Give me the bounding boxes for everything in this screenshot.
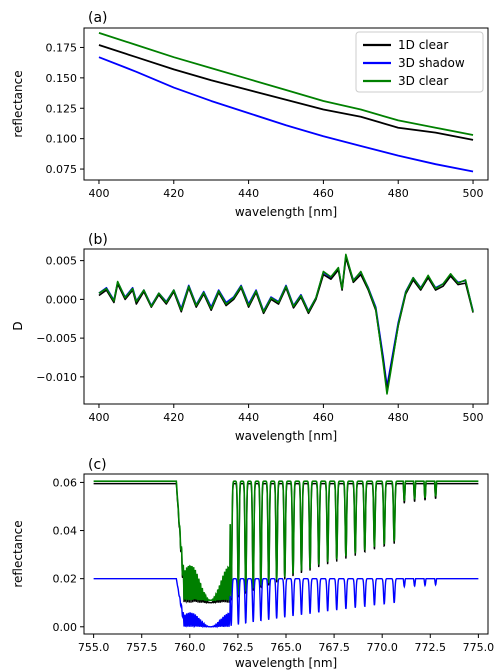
legend-label-3d-shadow: 3D shadow	[398, 56, 465, 70]
panel-b-frame	[83, 248, 489, 405]
legend-label-1d-clear: 1D clear	[398, 38, 448, 52]
x-tick-label: 420	[163, 411, 184, 424]
panel-c-xlabel: wavelength [nm]	[235, 656, 337, 670]
x-tick-label: 775.0	[463, 641, 495, 654]
y-tick-label: 0.02	[53, 573, 78, 586]
x-tick-label: 755.0	[78, 641, 110, 654]
x-tick-label: 770.0	[366, 641, 398, 654]
x-tick-label: 440	[238, 187, 259, 200]
line-c-series-1	[93, 480, 479, 602]
y-tick-label: −0.010	[36, 371, 77, 384]
y-tick-label: 0.000	[46, 293, 78, 306]
y-tick-label: 0.175	[46, 41, 78, 54]
y-tick-label: 0.04	[53, 525, 78, 538]
x-tick-label: 480	[388, 187, 409, 200]
x-tick-label: 760.0	[174, 641, 206, 654]
panel-a: (a) 400 420 440 460 480 500 0.075 0.100 0.125 0.…	[11, 10, 489, 219]
y-tick-label: 0.005	[46, 255, 78, 268]
x-tick-label: 757.5	[126, 641, 158, 654]
line-b-series-1	[98, 256, 474, 392]
y-tick-label: 0.100	[46, 133, 78, 146]
legend: 1D clear 3D shadow 3D clear	[355, 31, 484, 93]
panel-b-xlabel: wavelength [nm]	[235, 429, 337, 443]
panel-c: (c) 755.0 757.5 760.0 762.5 765.0 767.5 770.0 7…	[11, 457, 494, 670]
line-a-3d-shadow	[98, 56, 474, 173]
x-tick-label: 460	[313, 187, 334, 200]
line-a-1d-clear	[98, 44, 474, 141]
x-tick-label: 772.5	[415, 641, 447, 654]
y-tick-label: 0.06	[53, 476, 78, 489]
x-tick-label: 400	[88, 187, 109, 200]
panel-a-ylabel: reflectance	[11, 70, 25, 137]
panel-b-series	[98, 253, 474, 395]
x-tick-label: 767.5	[318, 641, 350, 654]
panel-a-xlabel: wavelength [nm]	[235, 205, 337, 219]
panel-c-ylabel: reflectance	[11, 520, 25, 587]
panel-c-series	[93, 480, 479, 629]
x-tick-label: 400	[88, 411, 109, 424]
x-tick-label: 762.5	[222, 641, 254, 654]
x-tick-label: 765.0	[270, 641, 302, 654]
line-a-3d-clear	[98, 32, 474, 136]
y-tick-label: 0.125	[46, 102, 78, 115]
x-tick-label: 500	[463, 411, 484, 424]
y-tick-label: 0.150	[46, 72, 78, 85]
legend-label-3d-clear: 3D clear	[398, 74, 448, 88]
panel-label-a: (a)	[88, 10, 108, 26]
line-c-series-2	[93, 577, 479, 629]
x-tick-label: 500	[463, 187, 484, 200]
panel-a-series	[98, 32, 474, 173]
panel-b-ylabel: D	[11, 321, 25, 330]
panel-b: (b) 400 420 440 460 480 500 −0.010 −0.005 0.000…	[11, 232, 489, 443]
line-b-series-2	[98, 253, 474, 395]
x-tick-label: 440	[238, 411, 259, 424]
y-tick-label: 0.075	[46, 163, 78, 176]
line-b-series-0	[98, 255, 474, 387]
panel-label-b: (b)	[88, 232, 108, 248]
x-tick-label: 480	[388, 411, 409, 424]
panel-a-frame	[83, 27, 489, 181]
x-tick-label: 420	[163, 187, 184, 200]
panel-label-c: (c)	[88, 457, 107, 473]
legend-box	[355, 31, 484, 93]
y-tick-label: −0.005	[36, 332, 77, 345]
x-tick-label: 460	[313, 411, 334, 424]
y-tick-label: 0.00	[53, 621, 78, 634]
